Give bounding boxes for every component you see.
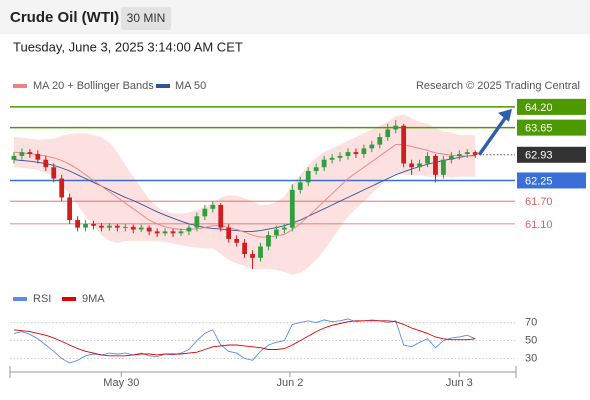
candle-body xyxy=(321,159,327,168)
candle-body xyxy=(281,227,287,230)
legend-label: MA 20 + Bollinger Bands xyxy=(33,80,154,92)
candle-body xyxy=(337,155,343,158)
candle-body xyxy=(234,238,240,243)
ma20-line xyxy=(13,144,476,238)
level-label: 62.25 xyxy=(525,175,553,187)
candle-body xyxy=(138,227,144,230)
candle-body xyxy=(122,226,128,228)
candle-body xyxy=(274,229,279,236)
x-tick-label: Jun 2 xyxy=(276,377,303,389)
legend-label: RSI xyxy=(33,293,51,305)
candle-body xyxy=(162,231,168,234)
candle-body xyxy=(353,152,359,155)
candle-body xyxy=(154,231,160,234)
candle-body xyxy=(202,208,208,217)
candle-body xyxy=(59,178,65,198)
timeframe-button[interactable] xyxy=(121,7,171,30)
level-box xyxy=(517,98,586,115)
candle-body xyxy=(393,125,399,130)
level-box xyxy=(517,172,586,189)
candle-body xyxy=(345,152,351,156)
candle-body xyxy=(313,167,319,172)
subtitle: Tuesday, June 3, 2025 3:14:00 AM CET xyxy=(13,39,243,54)
rsi-tick-label: 70 xyxy=(525,316,537,328)
candle-body xyxy=(19,152,25,156)
candle-body xyxy=(417,163,422,168)
level-box xyxy=(517,146,586,163)
candle-body xyxy=(218,204,224,228)
chart-title: Crude Oil (WTI) xyxy=(10,9,119,26)
candle-body xyxy=(305,171,311,183)
x-tick-label: Jun 3 xyxy=(446,377,473,389)
legend-swatch xyxy=(13,84,27,88)
candle-body xyxy=(43,159,49,168)
candle-body xyxy=(99,225,104,228)
legend-swatch xyxy=(62,297,76,301)
candle-body xyxy=(369,144,375,149)
header-bar xyxy=(0,0,590,34)
candle-body xyxy=(107,225,112,228)
candle-body xyxy=(329,157,335,160)
candle-body xyxy=(67,197,73,221)
level-label: 61.10 xyxy=(525,219,553,231)
candle-body xyxy=(361,148,367,155)
ma50-line xyxy=(13,154,476,232)
forecast-arrow xyxy=(477,115,508,156)
candle-body xyxy=(456,154,462,156)
candle-body xyxy=(409,163,414,168)
candle-body xyxy=(401,125,407,164)
candle-body xyxy=(441,159,446,175)
rsi-ma-line xyxy=(13,320,476,357)
x-tick-label: May 30 xyxy=(103,377,139,389)
candle-body xyxy=(186,227,192,232)
level-box xyxy=(517,119,586,136)
candle-body xyxy=(266,235,271,247)
candle-body xyxy=(75,220,80,228)
legend-label: MA 50 xyxy=(175,80,206,92)
candle-body xyxy=(377,137,383,145)
candle-body xyxy=(289,189,295,228)
rsi-tick-label: 50 xyxy=(525,334,537,346)
candle-body xyxy=(472,152,478,155)
candle-body xyxy=(464,152,470,155)
candle-body xyxy=(258,246,263,258)
source: Research © 2025 Trading Central xyxy=(416,80,580,92)
candle-body xyxy=(242,242,247,255)
candle-body xyxy=(11,155,17,160)
candle-body xyxy=(385,129,391,138)
candle-body xyxy=(170,231,176,234)
candle-body xyxy=(297,182,303,190)
candle-body xyxy=(178,231,184,234)
candle-body xyxy=(448,155,454,160)
candle-body xyxy=(226,227,232,239)
candle-body xyxy=(146,227,152,232)
candle-body xyxy=(35,154,41,160)
candle-body xyxy=(114,225,120,228)
candle-body xyxy=(51,167,57,179)
candle-body xyxy=(425,155,430,164)
candle-body xyxy=(194,216,200,228)
rsi-tick-label: 30 xyxy=(525,352,537,364)
candle-body xyxy=(27,152,33,155)
candle-body xyxy=(250,254,255,258)
forecast-arrowhead xyxy=(498,108,512,122)
candle-body xyxy=(83,223,88,228)
level-label: 64.20 xyxy=(525,102,553,114)
level-label: 61.70 xyxy=(525,196,553,208)
candle-body xyxy=(433,155,438,175)
legend-swatch xyxy=(13,297,27,301)
rsi-line xyxy=(13,318,476,364)
bollinger-band xyxy=(13,114,476,275)
timeframe-label: 30 MIN xyxy=(127,11,166,25)
candle-body xyxy=(210,204,216,209)
candle-body xyxy=(130,226,136,230)
level-label: 63.65 xyxy=(525,123,553,135)
level-label: 62.93 xyxy=(525,150,553,162)
legend-swatch xyxy=(156,84,170,88)
candle-body xyxy=(91,223,96,226)
legend-label: 9MA xyxy=(82,293,105,305)
